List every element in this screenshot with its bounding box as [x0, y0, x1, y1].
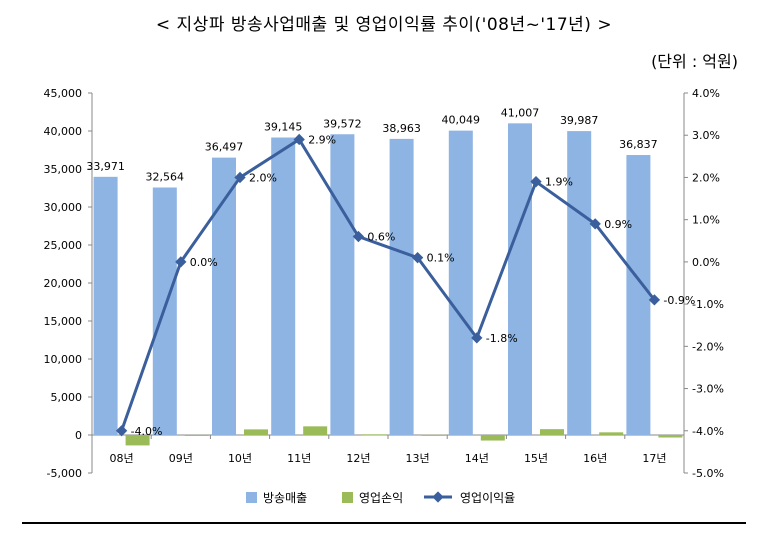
sales-data-label: 41,007 — [501, 106, 540, 119]
operating-profit-bar — [184, 434, 209, 436]
x-tick-label: 12년 — [346, 452, 370, 465]
x-tick-label: 13년 — [406, 452, 430, 465]
x-tick-label: 16년 — [583, 452, 607, 465]
sales-bar — [626, 155, 651, 435]
operating-profit-bar — [599, 432, 624, 435]
y-right-tick-label: 4.0% — [692, 87, 720, 100]
chart-title: < 지상파 방송사업매출 및 영업이익률 추이('08년~'17년) > — [155, 15, 613, 35]
y-left-tick-label: 0 — [75, 429, 82, 442]
operating-profit-bar — [658, 435, 683, 438]
y-right-tick-label: -2.0% — [692, 340, 724, 353]
profit-rate-marker — [175, 256, 187, 268]
operating-profit-bar — [540, 429, 564, 435]
x-tick-label: 11년 — [287, 452, 311, 465]
sales-data-label: 33,971 — [86, 160, 125, 173]
profit-rate-data-label: -0.9% — [663, 294, 695, 307]
sales-bar — [93, 176, 118, 435]
legend-label-rate: 영업이익율 — [460, 491, 515, 505]
y-right-tick-label: 0.0% — [692, 256, 720, 269]
x-tick-label: 17년 — [642, 452, 666, 465]
profit-rate-data-label: 0.6% — [367, 231, 395, 244]
sales-bar — [271, 137, 296, 436]
axes: -5,000 0 5,000 10,000 15,000 20,000 25,000 30,0… — [44, 87, 724, 480]
x-tick-label: 15년 — [524, 452, 548, 465]
x-tick-label: 14년 — [465, 452, 489, 465]
sales-data-label: 38,963 — [382, 122, 421, 135]
y-right-tick-label: -5.0% — [692, 467, 724, 480]
y-right-tick-label: -3.0% — [692, 383, 724, 396]
operating-profit-bar — [362, 434, 387, 436]
sales-data-label: 39,145 — [264, 120, 303, 133]
sales-bar — [330, 134, 355, 435]
sales-data-label: 40,049 — [442, 114, 481, 127]
profit-rate-data-label: 2.0% — [249, 171, 277, 184]
y-left-tick-label: 35,000 — [44, 163, 83, 176]
profit-rate-marker — [471, 332, 483, 344]
sales-data-label: 39,572 — [323, 117, 362, 130]
sales-bar — [448, 130, 473, 435]
y-left-tick-label: 45,000 — [44, 87, 83, 100]
profit-rate-polyline — [120, 137, 656, 432]
legend-swatch-profit — [342, 492, 353, 503]
y-left-tick-label: 5,000 — [51, 391, 83, 404]
y-right-tick-label: 2.0% — [692, 171, 720, 184]
legend-marker-rate — [432, 491, 444, 503]
unit-label: (단위 : 억원) — [651, 52, 738, 71]
sales-data-label: 36,497 — [205, 141, 244, 154]
profit-rate-data-label: -4.0% — [131, 425, 163, 438]
profit-rate-data-label: 1.9% — [545, 176, 573, 189]
sales-data-label: 36,837 — [619, 138, 658, 151]
y-left-tick-label: -5,000 — [47, 467, 82, 480]
y-left-tick-label: 30,000 — [44, 201, 83, 214]
bars — [93, 123, 683, 446]
x-tick-label: 09년 — [169, 452, 193, 465]
y-left-tick-label: 40,000 — [44, 125, 83, 138]
operating-profit-bar — [125, 435, 150, 446]
profit-rate-data-label: 2.9% — [308, 133, 336, 146]
sales-data-label: 39,987 — [560, 114, 599, 127]
y-right-tick-label: -4.0% — [692, 425, 724, 438]
sales-bar — [567, 131, 592, 435]
sales-data-label: 32,564 — [146, 171, 185, 184]
sales-bar — [212, 157, 236, 435]
legend-label-sales: 방송매출 — [263, 491, 307, 505]
profit-rate-marker — [293, 133, 305, 146]
profit-rate-marker — [234, 171, 246, 184]
sales-bar — [508, 123, 532, 435]
sales-bar — [389, 138, 414, 435]
profit-rate-data-label: 0.1% — [427, 252, 455, 265]
profit-rate-marker — [589, 218, 601, 230]
y-left-tick-label: 20,000 — [44, 277, 83, 290]
x-tick-label: 10년 — [228, 452, 252, 465]
y-left-tick-label: 15,000 — [44, 315, 83, 328]
operating-profit-bar — [244, 429, 268, 435]
profit-rate-marker — [530, 176, 542, 188]
data-labels: 33,971 32,564 36,497 39,145 39,572 38,963 40,0… — [86, 106, 695, 437]
operating-profit-bar — [480, 435, 505, 441]
profit-rate-data-label: 0.0% — [190, 256, 218, 269]
y-right-tick-label: 3.0% — [692, 129, 720, 142]
y-left-tick-label: 25,000 — [44, 239, 83, 252]
profit-rate-data-label: 0.9% — [604, 218, 632, 231]
operating-profit-bar — [303, 426, 328, 435]
y-right-tick-label: 1.0% — [692, 214, 720, 227]
x-tick-label: 08년 — [110, 452, 134, 465]
profit-rate-marker — [648, 294, 661, 306]
legend: 방송매출 영업손익 영업이익율 — [246, 491, 515, 505]
legend-swatch-sales — [246, 492, 257, 503]
y-left-tick-label: 10,000 — [44, 353, 83, 366]
operating-profit-bar — [421, 434, 446, 436]
profit-rate-data-label: -1.8% — [486, 332, 518, 345]
profit-rate-marker — [352, 230, 365, 243]
y-right-tick-label: -1.0% — [692, 298, 724, 311]
legend-label-profit: 영업손익 — [359, 491, 403, 505]
